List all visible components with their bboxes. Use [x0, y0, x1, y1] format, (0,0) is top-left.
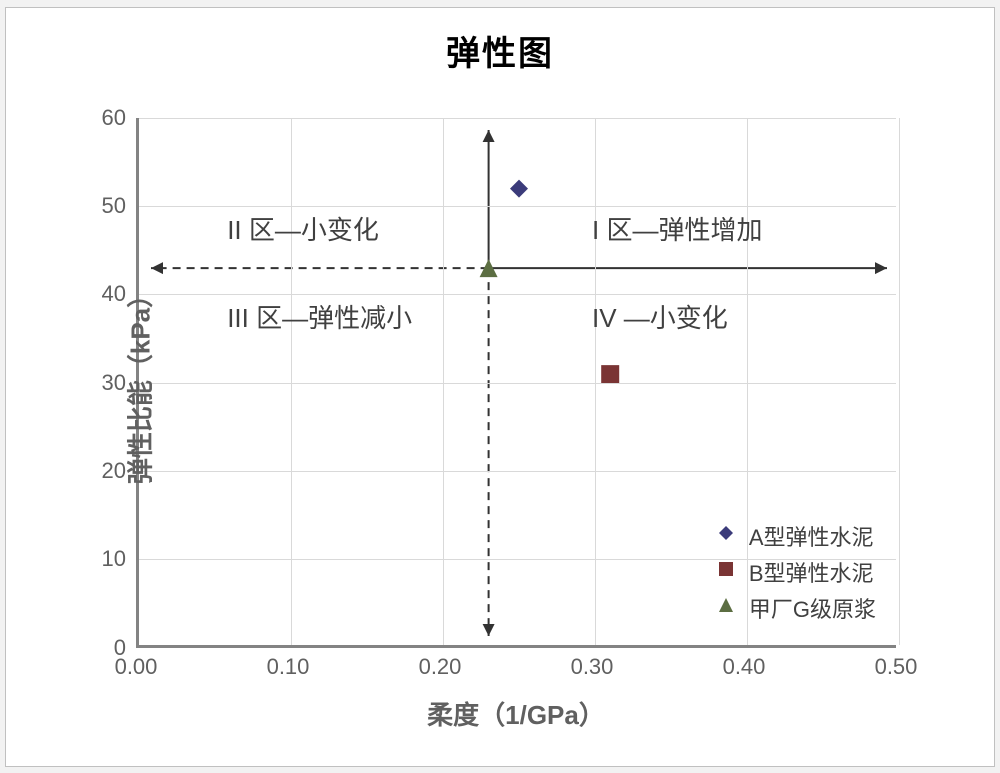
- legend-label: B型弹性水泥: [749, 556, 874, 588]
- x-axis-label: 柔度（1/GPa）: [427, 695, 605, 732]
- y-axis-label: 弹性比能（kPa）: [121, 281, 158, 483]
- y-tick-label: 20: [102, 458, 126, 484]
- legend-label: A型弹性水泥: [749, 520, 874, 552]
- x-tick-label: 0.10: [267, 654, 310, 680]
- gridline-vertical: [443, 118, 444, 645]
- quadrant-label-iv: IV —小变化: [592, 298, 728, 335]
- y-tick-label: 0: [114, 635, 126, 661]
- chart-frame: 弹性图 II 区—小变化 I 区—弹性增加 III 区—弹性减小 IV —小变化…: [5, 7, 995, 767]
- legend-label: 甲厂G级原浆: [749, 592, 876, 624]
- gridline-vertical: [899, 118, 900, 645]
- data-point: [601, 365, 619, 383]
- gridline-horizontal: [139, 294, 896, 295]
- x-tick-label: 0.50: [875, 654, 918, 680]
- x-tick-label: 0.30: [571, 654, 614, 680]
- square-icon: [713, 559, 739, 585]
- gridline-horizontal: [139, 206, 896, 207]
- y-tick-label: 50: [102, 193, 126, 219]
- y-tick-label: 30: [102, 370, 126, 396]
- y-tick-label: 10: [102, 546, 126, 572]
- x-tick-label: 0.20: [419, 654, 462, 680]
- legend-item-b: B型弹性水泥: [713, 556, 876, 588]
- triangle-icon: [713, 595, 739, 621]
- plot-area: II 区—小变化 I 区—弹性增加 III 区—弹性减小 IV —小变化 柔度（…: [136, 118, 896, 648]
- quadrant-label-i: I 区—弹性增加: [592, 210, 762, 247]
- diamond-icon: [713, 523, 739, 549]
- legend: A型弹性水泥 B型弹性水泥 甲厂G级原浆: [713, 516, 876, 628]
- gridline-vertical: [291, 118, 292, 645]
- quadrant-label-ii: II 区—小变化: [227, 210, 379, 247]
- y-tick-label: 60: [102, 105, 126, 131]
- data-point: [510, 179, 528, 197]
- legend-item-c: 甲厂G级原浆: [713, 592, 876, 624]
- gridline-horizontal: [139, 118, 896, 119]
- legend-item-a: A型弹性水泥: [713, 520, 876, 552]
- chart-title: 弹性图: [6, 8, 994, 75]
- gridline-horizontal: [139, 383, 896, 384]
- gridline-horizontal: [139, 471, 896, 472]
- y-tick-label: 40: [102, 281, 126, 307]
- gridline-vertical: [595, 118, 596, 645]
- x-tick-label: 0.40: [723, 654, 766, 680]
- quadrant-label-iii: III 区—弹性减小: [227, 298, 412, 335]
